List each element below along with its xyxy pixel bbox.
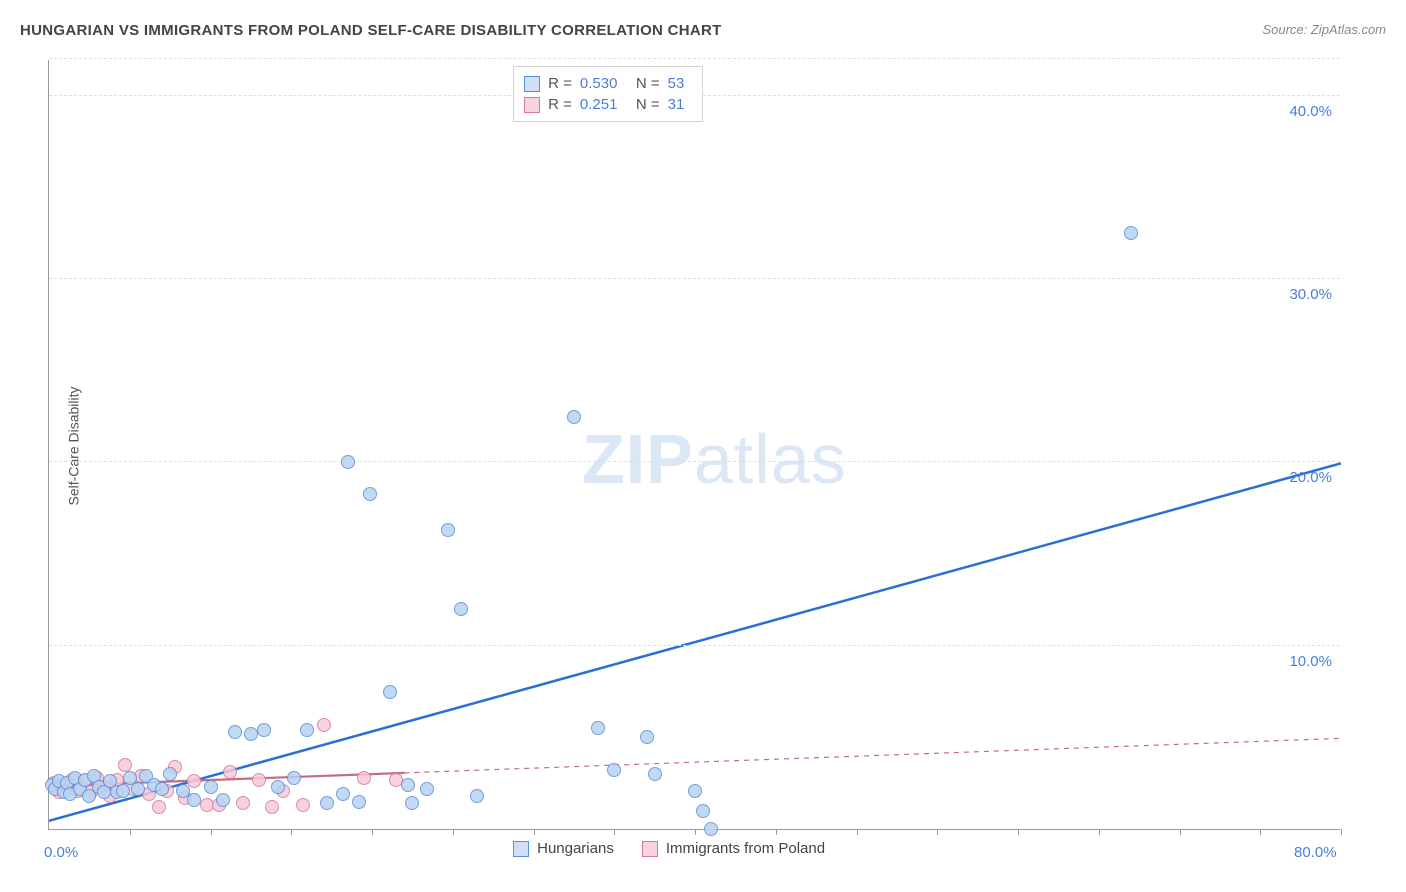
x-tick <box>130 829 131 835</box>
scatter-point <box>320 796 334 810</box>
x-tick <box>291 829 292 835</box>
scatter-point <box>228 725 242 739</box>
x-tick <box>534 829 535 835</box>
x-tick <box>453 829 454 835</box>
scatter-point <box>352 795 366 809</box>
stats-n-value: 53 <box>668 75 692 92</box>
grid-line <box>49 645 1340 646</box>
series-legend: Hungarians Immigrants from Poland <box>513 840 825 857</box>
watermark-bold: ZIP <box>582 420 694 498</box>
scatter-point <box>640 730 654 744</box>
scatter-point <box>152 800 166 814</box>
scatter-point <box>454 602 468 616</box>
grid-line <box>49 58 1340 59</box>
scatter-point <box>300 723 314 737</box>
x-tick <box>695 829 696 835</box>
x-axis-origin-label: 0.0% <box>44 844 78 861</box>
scatter-point <box>470 789 484 803</box>
source-attribution: Source: ZipAtlas.com <box>1262 22 1386 37</box>
y-tick-label: 40.0% <box>1289 103 1332 120</box>
scatter-point <box>401 778 415 792</box>
series-legend-label: Hungarians <box>537 840 614 857</box>
stats-legend-row: R = 0.530 N = 53 <box>524 73 692 94</box>
stats-r-value: 0.530 <box>580 75 628 92</box>
scatter-point <box>271 780 285 794</box>
legend-swatch-icon <box>524 97 540 113</box>
stats-legend: R = 0.530 N = 53 R = 0.251 N = 31 <box>513 66 703 122</box>
scatter-point <box>405 796 419 810</box>
x-tick <box>937 829 938 835</box>
scatter-point <box>204 780 218 794</box>
x-tick <box>1099 829 1100 835</box>
x-tick <box>1180 829 1181 835</box>
stats-n-value: 31 <box>668 96 692 113</box>
scatter-point <box>336 787 350 801</box>
scatter-point <box>252 773 266 787</box>
scatter-point <box>244 727 258 741</box>
x-tick <box>857 829 858 835</box>
scatter-point <box>357 771 371 785</box>
scatter-point <box>648 767 662 781</box>
scatter-point <box>155 782 169 796</box>
y-tick-label: 30.0% <box>1289 286 1332 303</box>
scatter-point <box>567 410 581 424</box>
chart-container: HUNGARIAN VS IMMIGRANTS FROM POLAND SELF… <box>0 0 1406 892</box>
legend-swatch-icon <box>524 76 540 92</box>
grid-line <box>49 461 1340 462</box>
scatter-point <box>287 771 301 785</box>
x-tick <box>614 829 615 835</box>
scatter-point <box>363 487 377 501</box>
scatter-point <box>1124 226 1138 240</box>
scatter-point <box>420 782 434 796</box>
scatter-point <box>591 721 605 735</box>
stats-r-label: R = <box>548 75 572 92</box>
scatter-point <box>116 784 130 798</box>
watermark: ZIPatlas <box>582 419 847 499</box>
scatter-point <box>317 718 331 732</box>
stats-r-label: R = <box>548 96 572 113</box>
series-legend-item: Hungarians <box>513 840 614 857</box>
scatter-point <box>187 793 201 807</box>
chart-title: HUNGARIAN VS IMMIGRANTS FROM POLAND SELF… <box>20 22 722 39</box>
scatter-point <box>236 796 250 810</box>
x-tick <box>1260 829 1261 835</box>
scatter-point <box>341 455 355 469</box>
y-tick-label: 10.0% <box>1289 653 1332 670</box>
x-axis-max-label: 80.0% <box>1294 844 1337 861</box>
legend-swatch-icon <box>513 841 529 857</box>
y-tick-label: 20.0% <box>1289 469 1332 486</box>
scatter-point <box>696 804 710 818</box>
scatter-point <box>441 523 455 537</box>
legend-swatch-icon <box>642 841 658 857</box>
x-tick <box>776 829 777 835</box>
scatter-point <box>163 767 177 781</box>
x-tick <box>372 829 373 835</box>
scatter-point <box>265 800 279 814</box>
watermark-light: atlas <box>694 420 847 498</box>
stats-n-label: N = <box>636 96 660 113</box>
x-tick <box>211 829 212 835</box>
series-legend-item: Immigrants from Poland <box>642 840 825 857</box>
scatter-point <box>688 784 702 798</box>
scatter-point <box>131 782 145 796</box>
scatter-point <box>704 822 718 836</box>
stats-legend-row: R = 0.251 N = 31 <box>524 94 692 115</box>
stats-n-label: N = <box>636 75 660 92</box>
scatter-point <box>223 765 237 779</box>
scatter-point <box>187 774 201 788</box>
x-tick <box>1341 829 1342 835</box>
stats-r-value: 0.251 <box>580 96 628 113</box>
scatter-point <box>257 723 271 737</box>
series-legend-label: Immigrants from Poland <box>666 840 825 857</box>
scatter-point <box>216 793 230 807</box>
scatter-point <box>383 685 397 699</box>
plot-area: ZIPatlas 10.0% 20.0% 30.0% 40.0% <box>48 60 1340 830</box>
scatter-point <box>607 763 621 777</box>
scatter-point <box>296 798 310 812</box>
trend-lines-svg <box>49 60 1341 830</box>
x-tick <box>1018 829 1019 835</box>
grid-line <box>49 278 1340 279</box>
